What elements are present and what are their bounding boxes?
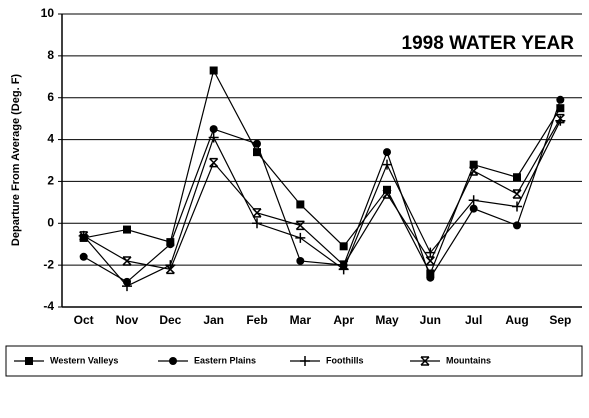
data-point (122, 281, 132, 292)
data-point (555, 115, 566, 126)
data-point (165, 264, 175, 275)
legend-label: Mountains (446, 355, 491, 365)
x-tick-label: Sep (549, 313, 571, 327)
y-tick-label: -2 (43, 257, 54, 271)
data-point (253, 139, 261, 148)
y-tick-label: 8 (47, 48, 54, 62)
x-tick-label: Oct (74, 313, 94, 327)
y-tick-label: -4 (43, 299, 54, 313)
series-line (83, 99, 561, 283)
x-tick-label: Feb (246, 313, 267, 327)
data-point (295, 220, 305, 231)
data-point (209, 125, 218, 134)
legend-label: Eastern Plains (194, 355, 256, 365)
data-point (425, 247, 436, 258)
data-point (426, 269, 435, 278)
data-point (295, 232, 306, 243)
data-point (253, 148, 261, 157)
legend-box (5, 345, 583, 377)
data-point (512, 201, 522, 212)
data-point (79, 231, 89, 241)
data-point (339, 242, 348, 251)
data-point (339, 260, 349, 270)
x-tick-label: Aug (505, 313, 528, 327)
x-tick-label: Jul (465, 313, 482, 327)
data-point (166, 240, 175, 249)
data-point (469, 204, 478, 213)
legend-marker (420, 356, 430, 366)
data-point (296, 256, 305, 265)
x-tick-label: Nov (116, 313, 139, 327)
data-point (556, 95, 565, 104)
data-point (556, 104, 565, 113)
y-axis-label: Departure From Average (Deg. F) (10, 74, 22, 247)
y-tick-label: 4 (47, 132, 54, 146)
data-point (252, 208, 262, 218)
y-tick-label: 10 (41, 6, 55, 20)
data-point (209, 157, 219, 168)
data-point (382, 189, 392, 199)
x-tick-label: Dec (159, 313, 181, 327)
data-point (512, 189, 522, 199)
legend-label: Foothills (326, 355, 364, 365)
legend-marker (169, 357, 177, 365)
data-point (79, 252, 88, 261)
data-point (468, 195, 479, 206)
data-point (555, 113, 565, 124)
y-tick-label: 6 (47, 90, 54, 104)
data-point (122, 256, 132, 266)
data-point (425, 256, 435, 266)
series-line (83, 118, 561, 271)
y-tick-label: 0 (47, 215, 54, 229)
data-point (208, 132, 219, 143)
data-point (252, 218, 262, 229)
data-point (469, 160, 478, 169)
x-tick-label: Jun (420, 313, 441, 327)
data-point (296, 200, 305, 209)
data-point (469, 166, 479, 176)
data-point (513, 221, 521, 230)
x-tick-label: May (375, 313, 399, 327)
data-point (383, 148, 391, 157)
legend-label: Western Valleys (50, 355, 118, 365)
y-tick-label: 2 (47, 174, 54, 188)
chart-title: 1998 WATER YEAR (402, 33, 575, 54)
data-point (513, 173, 521, 182)
x-tick-label: Mar (290, 313, 312, 327)
x-tick-label: Apr (333, 313, 354, 327)
data-point (123, 225, 131, 234)
series-line (83, 68, 561, 275)
data-point (209, 66, 218, 75)
legend-marker (25, 357, 33, 365)
series-line (83, 120, 561, 287)
x-tick-label: Jan (203, 313, 224, 327)
data-point (426, 273, 435, 282)
data-point (382, 159, 392, 170)
legend-marker (300, 356, 310, 366)
